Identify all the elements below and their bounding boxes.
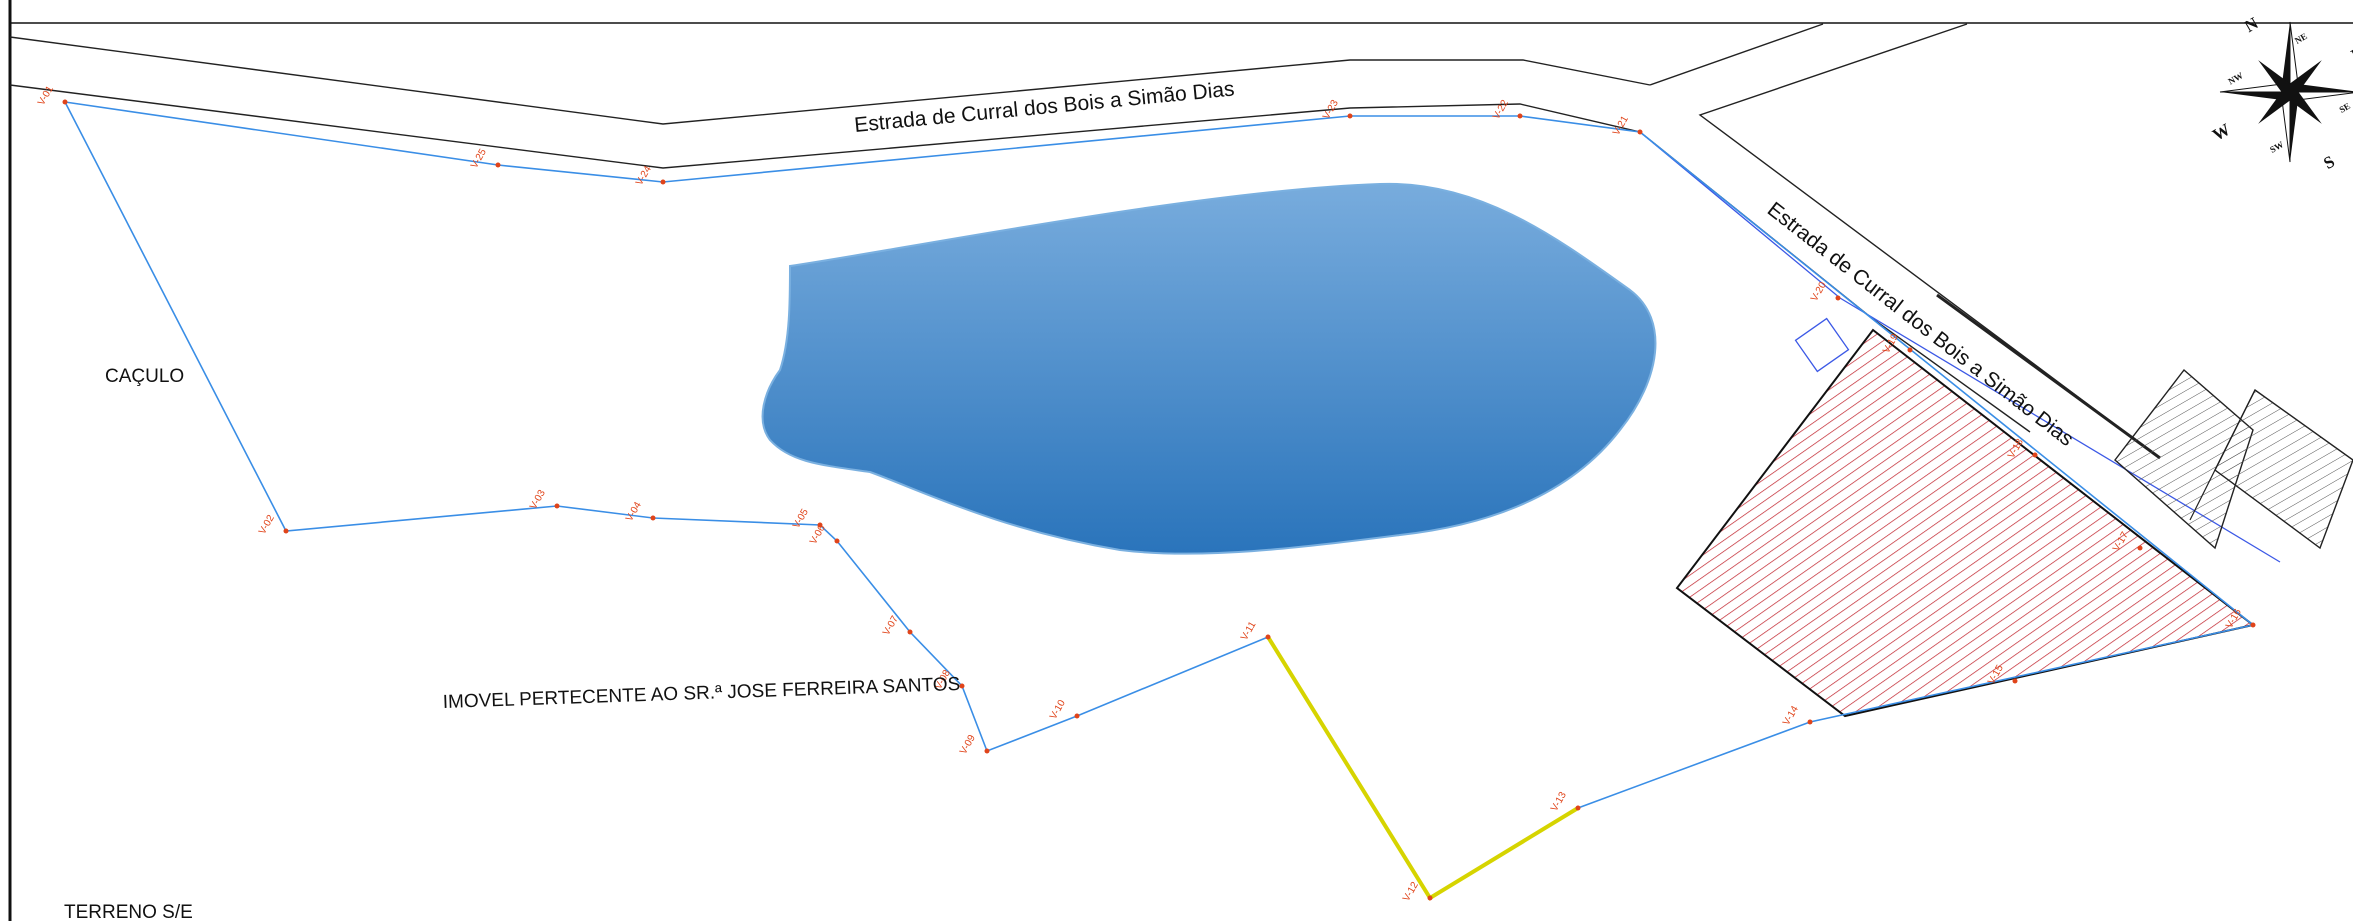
vertex-marker [62,99,68,105]
vertex-marker [1575,805,1581,811]
compass-nw: NW [2226,70,2244,86]
hatched-parcel [1675,328,2256,718]
compass-rose: N S E W NE SE SW NW [2209,13,2353,173]
vertex-marker [1265,634,1271,640]
vertex-label: V-20 [1809,280,1829,304]
compass-n: N [2241,13,2262,36]
vertex-label: V-14 [1781,704,1801,728]
road-label-top: Estrada de Curral dos Bois a Simão Dias [853,78,1235,137]
vertex-marker [283,528,289,534]
compass-ne: NE [2293,31,2309,46]
vertex-marker [817,522,823,528]
grey-buildings [2114,368,2353,550]
vertex-marker [1347,113,1353,119]
vertex-marker [650,515,656,521]
compass-s: S [2320,152,2338,173]
small-structure [1794,317,1850,373]
vertex-label: V-13 [1549,790,1569,814]
area-label-imovel: IMOVEL PERTECENTE AO SR.ª JOSE FERREIRA … [442,674,960,713]
vertex-marker [1074,713,1080,719]
vertex-label: V-25 [469,147,489,171]
drawing-frame [8,0,2353,921]
vertex-label: V-10 [1048,698,1068,722]
vertex-label: V-03 [528,488,548,512]
vertex-marker [495,162,501,168]
compass-se: SE [2337,101,2352,115]
area-label-terreno: TERRENO S/E [64,902,193,921]
vertex-marker [984,748,990,754]
vertex-marker [1637,129,1643,135]
vertex-marker [2137,545,2143,551]
vertex-label: V-04 [624,500,644,524]
vertex-marker [2250,622,2256,628]
vertex-label: V-09 [958,733,978,757]
vertex-marker [1907,347,1913,353]
vertex-marker [834,538,840,544]
compass-sw: SW [2268,139,2285,155]
vertex-label: V-05 [791,507,811,531]
compass-w: W [2209,120,2233,145]
compass-e: E [2348,43,2353,65]
vertex-label: V-11 [1239,619,1259,642]
vertex-marker [1427,895,1433,901]
highlight-segment [1266,635,1580,901]
vertex-marker [2012,678,2018,684]
vertex-marker [1517,113,1523,119]
vertex-label: V-22 [1491,98,1511,122]
vertex-label: V-21 [1611,114,1631,138]
vertex-label: V-06 [808,523,828,547]
vertex-label: V-24 [634,164,654,188]
vertex-label: V-01 [36,84,56,108]
vertex-marker [907,629,913,635]
vertex-marker [1835,295,1841,301]
area-label-caculo: CAÇULO [105,366,184,387]
vertex-marker [1807,719,1813,725]
vertex-marker [554,503,560,509]
vertex-label: V-12 [1401,880,1421,904]
vertex-marker [660,179,666,185]
vertex-marker [2032,452,2038,458]
vertex-marker [959,683,965,689]
pond [761,182,1657,555]
vertex-label: V-02 [257,513,277,537]
